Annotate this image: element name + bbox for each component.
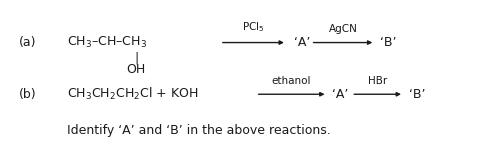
- Text: (b): (b): [19, 88, 37, 101]
- Text: (a): (a): [19, 36, 37, 49]
- Text: |: |: [134, 51, 138, 64]
- Text: Identify ‘A’ and ‘B’ in the above reactions.: Identify ‘A’ and ‘B’ in the above reacti…: [67, 124, 331, 137]
- Text: ‘B’: ‘B’: [409, 88, 425, 101]
- Text: CH$_3$CH$_2$CH$_2$Cl + KOH: CH$_3$CH$_2$CH$_2$Cl + KOH: [67, 86, 198, 102]
- Text: ethanol: ethanol: [272, 76, 311, 86]
- Text: HBr: HBr: [368, 76, 387, 86]
- Text: AgCN: AgCN: [328, 24, 358, 34]
- Text: ‘A’: ‘A’: [294, 36, 310, 49]
- Text: ‘A’: ‘A’: [332, 88, 348, 101]
- Text: PCl$_5$: PCl$_5$: [242, 20, 264, 34]
- Text: CH$_3$–CH–CH$_3$: CH$_3$–CH–CH$_3$: [67, 35, 147, 50]
- Text: ‘B’: ‘B’: [380, 36, 397, 49]
- Text: OH: OH: [127, 63, 146, 76]
